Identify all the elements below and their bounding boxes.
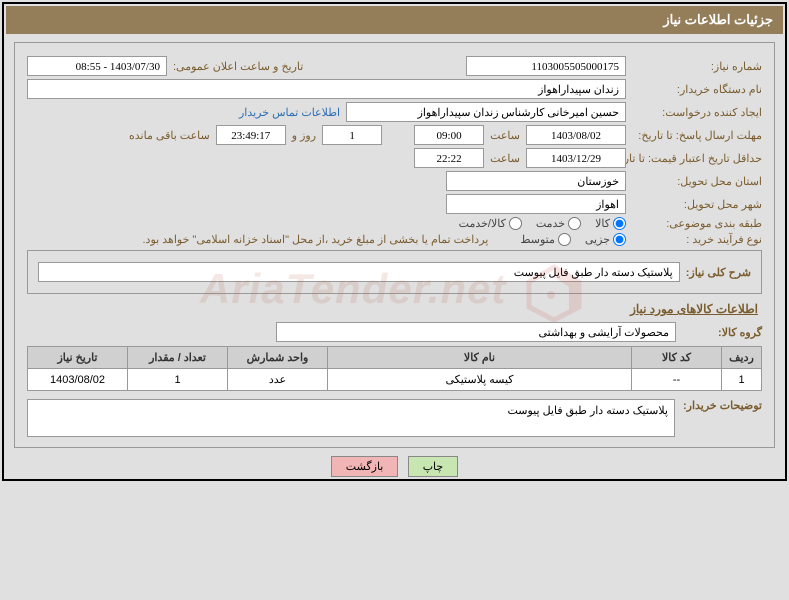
remaining-label: ساعت باقی مانده <box>129 129 210 142</box>
category-label: طبقه بندی موضوعی: <box>632 217 762 230</box>
announce-datetime-label: تاریخ و ساعت اعلان عمومی: <box>173 60 303 73</box>
goods-group-label: گروه کالا: <box>682 326 762 339</box>
table-header-row: ردیف کد کالا نام کالا واحد شمارش تعداد /… <box>28 347 762 369</box>
category-service[interactable]: خدمت <box>536 217 581 230</box>
time-label-1: ساعت <box>490 129 520 142</box>
th-unit: واحد شمارش <box>228 347 328 369</box>
delivery-province-label: استان محل تحویل: <box>632 175 762 188</box>
buyer-contact-link[interactable]: اطلاعات تماس خریدار <box>239 106 340 119</box>
need-number-label: شماره نیاز: <box>632 60 762 73</box>
deadline-date-field: 1403/08/02 <box>526 125 626 145</box>
payment-note: پرداخت تمام یا بخشی از مبلغ خرید ،از محل… <box>143 233 489 246</box>
delivery-city-field: اهواز <box>446 194 626 214</box>
process-small-radio[interactable] <box>613 233 626 246</box>
process-medium[interactable]: متوسط <box>520 233 571 246</box>
category-service-radio[interactable] <box>568 217 581 230</box>
outer-frame: جزئیات اطلاعات نیاز شماره نیاز: 11030055… <box>2 2 787 481</box>
th-qty: تعداد / مقدار <box>128 347 228 369</box>
announce-datetime-field: 1403/07/30 - 08:55 <box>27 56 167 76</box>
requester-field: حسین امیرخانی کارشناس زندان سپیداراهواز <box>346 102 626 122</box>
process-label: نوع فرآیند خرید : <box>632 233 762 246</box>
validity-date-field: 1403/12/29 <box>526 148 626 168</box>
requester-label: ایجاد کننده درخواست: <box>632 106 762 119</box>
table-row: 1 -- کیسه پلاستیکی عدد 1 1403/08/02 <box>28 369 762 391</box>
process-small[interactable]: جزیی <box>585 233 626 246</box>
buyer-desc-label: توضیحات خریدار: <box>683 399 762 412</box>
category-goods-radio[interactable] <box>613 217 626 230</box>
td-unit: عدد <box>228 369 328 391</box>
category-goods-service-radio[interactable] <box>509 217 522 230</box>
remaining-days-field: 1 <box>322 125 382 145</box>
deadline-label: مهلت ارسال پاسخ: تا تاریخ: <box>632 129 762 142</box>
category-goods-service[interactable]: کالا/خدمت <box>459 217 522 230</box>
page-title: جزئیات اطلاعات نیاز <box>6 6 783 34</box>
process-medium-radio[interactable] <box>558 233 571 246</box>
category-goods[interactable]: کالا <box>595 217 626 230</box>
print-button[interactable]: چاپ <box>408 456 459 477</box>
delivery-province-field: خوزستان <box>446 171 626 191</box>
countdown-field: 23:49:17 <box>216 125 286 145</box>
items-section-title: اطلاعات کالاهای مورد نیاز <box>31 302 758 316</box>
td-code: -- <box>632 369 722 391</box>
summary-frame: شرح کلی نیاز: پلاستیک دسته دار طبق فایل … <box>27 250 762 294</box>
category-radio-group: کالا خدمت کالا/خدمت <box>459 217 626 230</box>
buyer-desc-field: پلاستیک دسته دار طبق فایل پیوست <box>27 399 675 437</box>
buyer-org-label: نام دستگاه خریدار: <box>632 83 762 96</box>
days-and-label: روز و <box>292 129 316 142</box>
buyer-desc-row: توضیحات خریدار: پلاستیک دسته دار طبق فای… <box>27 399 762 437</box>
items-table: ردیف کد کالا نام کالا واحد شمارش تعداد /… <box>27 346 762 391</box>
need-number-field: 1103005505000175 <box>466 56 626 76</box>
td-date: 1403/08/02 <box>28 369 128 391</box>
validity-label: حداقل تاریخ اعتبار قیمت: تا تاریخ: <box>632 152 762 165</box>
details-panel: شماره نیاز: 1103005505000175 تاریخ و ساع… <box>14 42 775 448</box>
td-qty: 1 <box>128 369 228 391</box>
deadline-time-field: 09:00 <box>414 125 484 145</box>
delivery-city-label: شهر محل تحویل: <box>632 198 762 211</box>
td-name: کیسه پلاستیکی <box>328 369 632 391</box>
th-name: نام کالا <box>328 347 632 369</box>
button-row: چاپ بازگشت <box>6 456 783 477</box>
goods-group-field: محصولات آرایشی و بهداشتی <box>276 322 676 342</box>
summary-label: شرح کلی نیاز: <box>686 266 751 279</box>
td-row: 1 <box>722 369 762 391</box>
back-button[interactable]: بازگشت <box>331 456 399 477</box>
th-code: کد کالا <box>632 347 722 369</box>
process-radio-group: جزیی متوسط <box>520 233 626 246</box>
th-date: تاریخ نیاز <box>28 347 128 369</box>
time-label-2: ساعت <box>490 152 520 165</box>
validity-time-field: 22:22 <box>414 148 484 168</box>
summary-field: پلاستیک دسته دار طبق فایل پیوست <box>38 262 680 282</box>
buyer-org-field: زندان سپیداراهواز <box>27 79 626 99</box>
th-row: ردیف <box>722 347 762 369</box>
